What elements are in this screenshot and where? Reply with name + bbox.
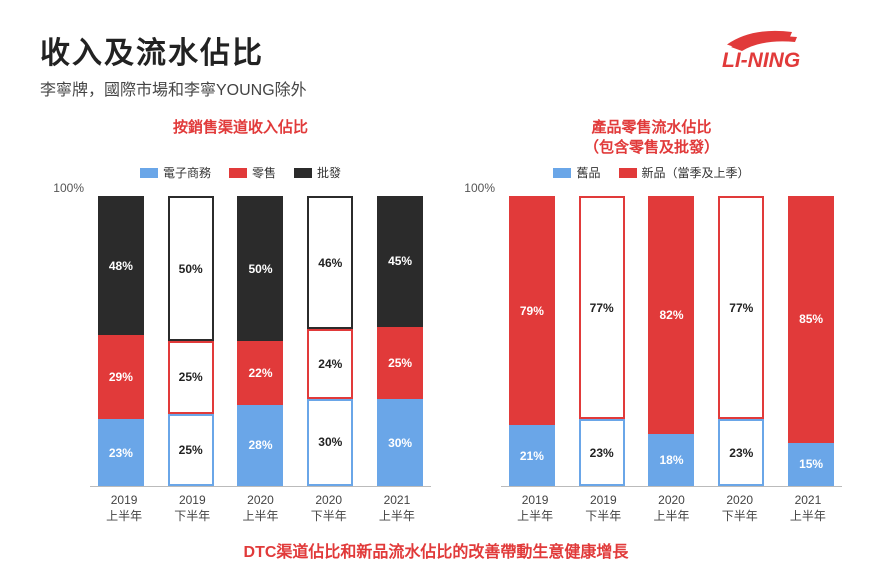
bar-slot: 46%24%30% [299,196,361,486]
footer-note: DTC渠道佔比和新品流水佔比的改善帶動生意健康增長 [0,524,872,562]
bar-segment: 21% [509,425,555,486]
bar-slot: 77%23% [710,196,772,486]
y-axis: 100% [50,187,90,487]
bar-segment: 48% [98,196,144,335]
bar-stack: 45%25%30% [377,196,423,486]
x-axis-label: 2019上半年 [501,487,569,524]
bar-segment: 25% [377,327,423,400]
bar-segment: 23% [718,419,764,486]
bar-stack: 48%29%23% [98,196,144,486]
bar-stack: 85%15% [788,196,834,486]
bar-stack: 77%23% [579,196,625,486]
x-axis-label: 2019下半年 [158,487,226,524]
bar-slot: 77%23% [571,196,633,486]
legend-item: 零售 [229,164,276,181]
legend-swatch [553,168,571,178]
bar-segment: 50% [168,196,214,341]
bar-stack: 50%25%25% [168,196,214,486]
x-axis-label: 2020上半年 [637,487,705,524]
bar-segment: 85% [788,196,834,443]
chart-right: 產品零售流水佔比（包含零售及批發）舊品新品（當季及上季）100%79%21%77… [461,118,842,524]
bar-slot: 48%29%23% [90,196,152,486]
x-axis-label: 2020下半年 [295,487,363,524]
brand-text: LI-NING [722,49,800,72]
legend-label: 批發 [317,164,341,181]
x-axis-labels: 2019上半年2019下半年2020上半年2020下半年2021上半年 [50,487,431,524]
bar-stack: 46%24%30% [307,196,353,486]
bar-stack: 50%22%28% [237,196,283,486]
bars-area: 79%21%77%23%82%18%77%23%85%15% [501,187,842,487]
legend-swatch [229,168,247,178]
legend-item: 舊品 [553,164,600,181]
chart-legend: 電子商務 零售 批發 [50,164,431,181]
bar-segment: 28% [237,405,283,486]
legend-item: 新品（當季及上季） [619,164,750,181]
bar-segment: 77% [579,196,625,419]
legend-label: 舊品 [576,164,600,181]
bar-slot: 50%25%25% [160,196,222,486]
plot-area: 100%79%21%77%23%82%18%77%23%85%15% [461,187,842,487]
page-subtitle: 李寧牌，國際市場和李寧YOUNG除外 [40,76,832,100]
bar-stack: 79%21% [509,196,555,486]
bar-segment: 22% [237,341,283,405]
x-axis-label: 2020下半年 [706,487,774,524]
bar-segment: 77% [718,196,764,419]
bar-slot: 79%21% [501,196,563,486]
x-axis-label: 2021上半年 [363,487,431,524]
bar-segment: 23% [579,419,625,486]
bar-segment: 29% [98,335,144,419]
y-axis-top-label: 100% [53,181,84,195]
brand-logo: LI-NING [722,22,842,77]
bar-slot: 85%15% [780,196,842,486]
bar-segment: 25% [168,341,214,414]
bar-segment: 50% [237,196,283,341]
bar-segment: 46% [307,196,353,329]
bar-slot: 82%18% [641,196,703,486]
bar-segment: 24% [307,329,353,399]
bar-segment: 79% [509,196,555,425]
legend-label: 新品（當季及上季） [642,164,750,181]
x-axis-label: 2019下半年 [569,487,637,524]
chart-legend: 舊品 新品（當季及上季） [461,164,842,181]
legend-label: 零售 [252,164,276,181]
page-title: 收入及流水佔比 [40,28,832,72]
bar-segment: 30% [307,399,353,486]
bar-segment: 15% [788,443,834,487]
chart-left: 按銷售渠道收入佔比電子商務零售批發100%48%29%23%50%25%25%5… [50,118,431,524]
charts-container: 按銷售渠道收入佔比電子商務零售批發100%48%29%23%50%25%25%5… [0,108,872,524]
x-axis-label: 2020上半年 [226,487,294,524]
bar-slot: 45%25%30% [369,196,431,486]
bar-slot: 50%22%28% [230,196,292,486]
legend-item: 電子商務 [140,164,211,181]
chart-title: 按銷售渠道收入佔比 [50,118,431,158]
x-axis-labels: 2019上半年2019下半年2020上半年2020下半年2021上半年 [461,487,842,524]
y-axis-top-label: 100% [464,181,495,195]
bar-segment: 45% [377,196,423,327]
legend-swatch [619,168,637,178]
bar-segment: 23% [98,419,144,486]
chart-title: 產品零售流水佔比（包含零售及批發） [461,118,842,158]
bar-segment: 25% [168,414,214,487]
bars-area: 48%29%23%50%25%25%50%22%28%46%24%30%45%2… [90,187,431,487]
bar-stack: 82%18% [648,196,694,486]
legend-item: 批發 [294,164,341,181]
x-axis-label: 2019上半年 [90,487,158,524]
bar-segment: 82% [648,196,694,434]
y-axis: 100% [461,187,501,487]
x-axis-label: 2021上半年 [774,487,842,524]
bar-stack: 77%23% [718,196,764,486]
bar-segment: 30% [377,399,423,486]
legend-swatch [294,168,312,178]
bar-segment: 18% [648,434,694,486]
legend-swatch [140,168,158,178]
plot-area: 100%48%29%23%50%25%25%50%22%28%46%24%30%… [50,187,431,487]
legend-label: 電子商務 [163,164,211,181]
